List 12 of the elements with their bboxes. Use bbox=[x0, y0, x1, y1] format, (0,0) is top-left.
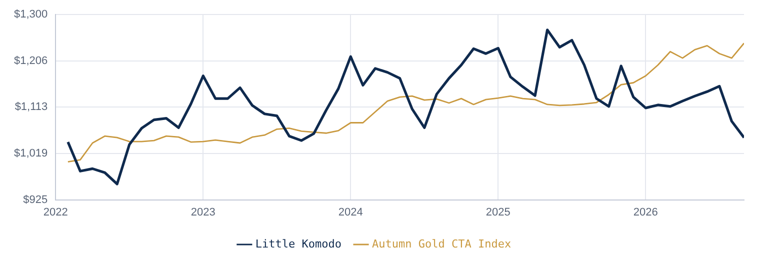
x-tick-label: 2023 bbox=[190, 206, 216, 218]
y-tick-label: $925 bbox=[23, 194, 48, 206]
x-tick-label: 2022 bbox=[43, 206, 68, 218]
y-tick-label: $1,300 bbox=[14, 8, 48, 21]
legend-label: Little Komodo bbox=[255, 237, 342, 250]
y-tick-label: $1,113 bbox=[14, 101, 48, 114]
x-tick-label: 2025 bbox=[486, 206, 510, 218]
legend-label: Autumn Gold CTA Index bbox=[372, 237, 512, 250]
y-tick-label: $1,019 bbox=[14, 148, 48, 160]
y-tick-label: $1,206 bbox=[14, 54, 48, 67]
x-tick-label: 2026 bbox=[633, 206, 658, 218]
x-tick-label: 2024 bbox=[338, 206, 363, 218]
